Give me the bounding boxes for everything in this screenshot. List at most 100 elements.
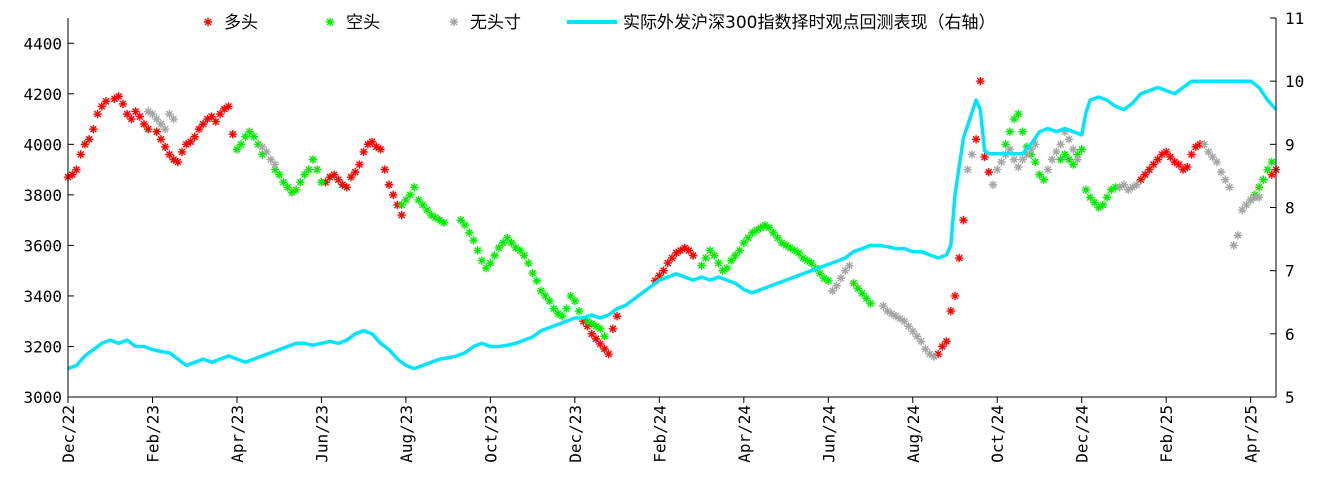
scatter-point [207, 112, 216, 121]
scatter-point [659, 266, 668, 275]
scatter-point [1153, 155, 1162, 164]
scatter-point [595, 324, 605, 333]
legend-label: 无头寸 [470, 13, 521, 33]
scatter-point [494, 243, 504, 253]
left-y-tick-label: 3600 [23, 236, 62, 255]
scatter-point [287, 188, 297, 197]
scatter-point [89, 124, 98, 134]
scatter-point [684, 246, 694, 255]
scatter-point [655, 271, 664, 280]
scatter-point [308, 155, 318, 164]
scatter-point [160, 124, 170, 134]
scatter-point [1107, 185, 1116, 195]
right-y-tick-label: 11 [1285, 9, 1304, 28]
scatter-point [329, 170, 339, 179]
x-tick-label: Dec/22 [59, 405, 78, 463]
scatter-point [650, 276, 660, 285]
scatter-point [1140, 170, 1150, 179]
scatter-point [1009, 114, 1019, 124]
scatter-point [1077, 145, 1086, 154]
scatter-point [465, 228, 474, 237]
scatter-point [1035, 170, 1044, 179]
scatter-point [156, 135, 166, 144]
x-tick-label: Dec/24 [1073, 405, 1092, 463]
scatter-point [891, 311, 901, 321]
scatter-point [144, 124, 153, 134]
scatter-point [735, 246, 744, 255]
scatter-point [177, 147, 187, 157]
scatter-point [967, 150, 977, 159]
scatter-point [993, 165, 1002, 174]
scatter-point [1102, 193, 1112, 202]
legend-label: 实际外发沪深300指数择时观点回测表现（右轴） [623, 13, 995, 33]
scatter-point [224, 102, 233, 111]
x-tick-label: Apr/23 [228, 405, 247, 463]
left-y-tick-label: 4200 [23, 85, 62, 104]
scatter-point [1183, 162, 1192, 172]
scatter-point [389, 190, 398, 200]
scatter-point [427, 210, 436, 220]
scatter-point [135, 112, 145, 121]
axes: 3000 3200 3400 3600 3800 4000 4200 4400 5 6 7 8 9 10 1… [23, 9, 1304, 463]
scatter-point [1259, 175, 1268, 184]
scatter-point [612, 311, 622, 321]
scatter-point [380, 165, 389, 174]
scatter-point [1246, 195, 1255, 205]
scatter-point [541, 291, 550, 301]
scatter-point [566, 291, 575, 301]
legend: 多头 空头 无头寸 实际外发沪深300指数择时观点回测表现（右轴） [203, 13, 995, 33]
scatter-point [1056, 140, 1065, 149]
scatter-point [1195, 140, 1205, 149]
scatter-point [536, 286, 546, 296]
scatter-point [118, 99, 128, 109]
series-line [67, 79, 1278, 371]
scatter-point [334, 175, 343, 184]
scatter-point [1043, 165, 1053, 174]
scatter-point [591, 334, 601, 344]
scatter-point [1166, 152, 1175, 162]
scatter-point [1204, 147, 1213, 157]
scatter-point [976, 76, 985, 86]
scatter-point [1119, 180, 1129, 189]
scatter-point [904, 322, 913, 331]
scatter-point [410, 183, 419, 192]
scatter-point [1047, 155, 1057, 164]
x-tick-label: Aug/23 [397, 405, 416, 463]
scatter-point [726, 256, 736, 265]
scatter-point [1014, 109, 1023, 119]
plot-area [63, 76, 1281, 371]
scatter-point [790, 246, 799, 255]
series-marks [63, 76, 1281, 371]
scatter-point [1267, 157, 1276, 167]
scatter-point [1136, 175, 1146, 184]
scatter-point [921, 344, 930, 354]
right-y-tick-label: 8 [1285, 199, 1295, 218]
scatter-point [194, 124, 204, 134]
scatter-point [1060, 150, 1070, 159]
scatter-point [1145, 165, 1154, 174]
scatter-point [532, 276, 542, 285]
scatter-point [1149, 160, 1158, 169]
scatter-point [764, 223, 774, 232]
scatter-point [152, 114, 161, 124]
scatter-point [1254, 183, 1264, 192]
scatter-point [1069, 145, 1078, 154]
scatter-point [456, 215, 466, 225]
scatter-point [1242, 200, 1251, 210]
scatter-point [211, 117, 221, 126]
scatter-point [857, 289, 867, 298]
scatter-point [372, 142, 381, 152]
scatter-point [148, 109, 157, 119]
scatter-point [836, 274, 846, 283]
left-y-tick-label: 3400 [23, 287, 62, 306]
scatter-point [397, 210, 406, 220]
scatter-point [1132, 180, 1141, 189]
scatter-point [359, 147, 368, 157]
scatter-point [186, 137, 195, 147]
scatter-point [946, 306, 955, 316]
scatter-point [1026, 145, 1036, 154]
scatter-point [313, 165, 322, 174]
scatter-point [393, 200, 402, 210]
scatter-point [236, 140, 246, 149]
